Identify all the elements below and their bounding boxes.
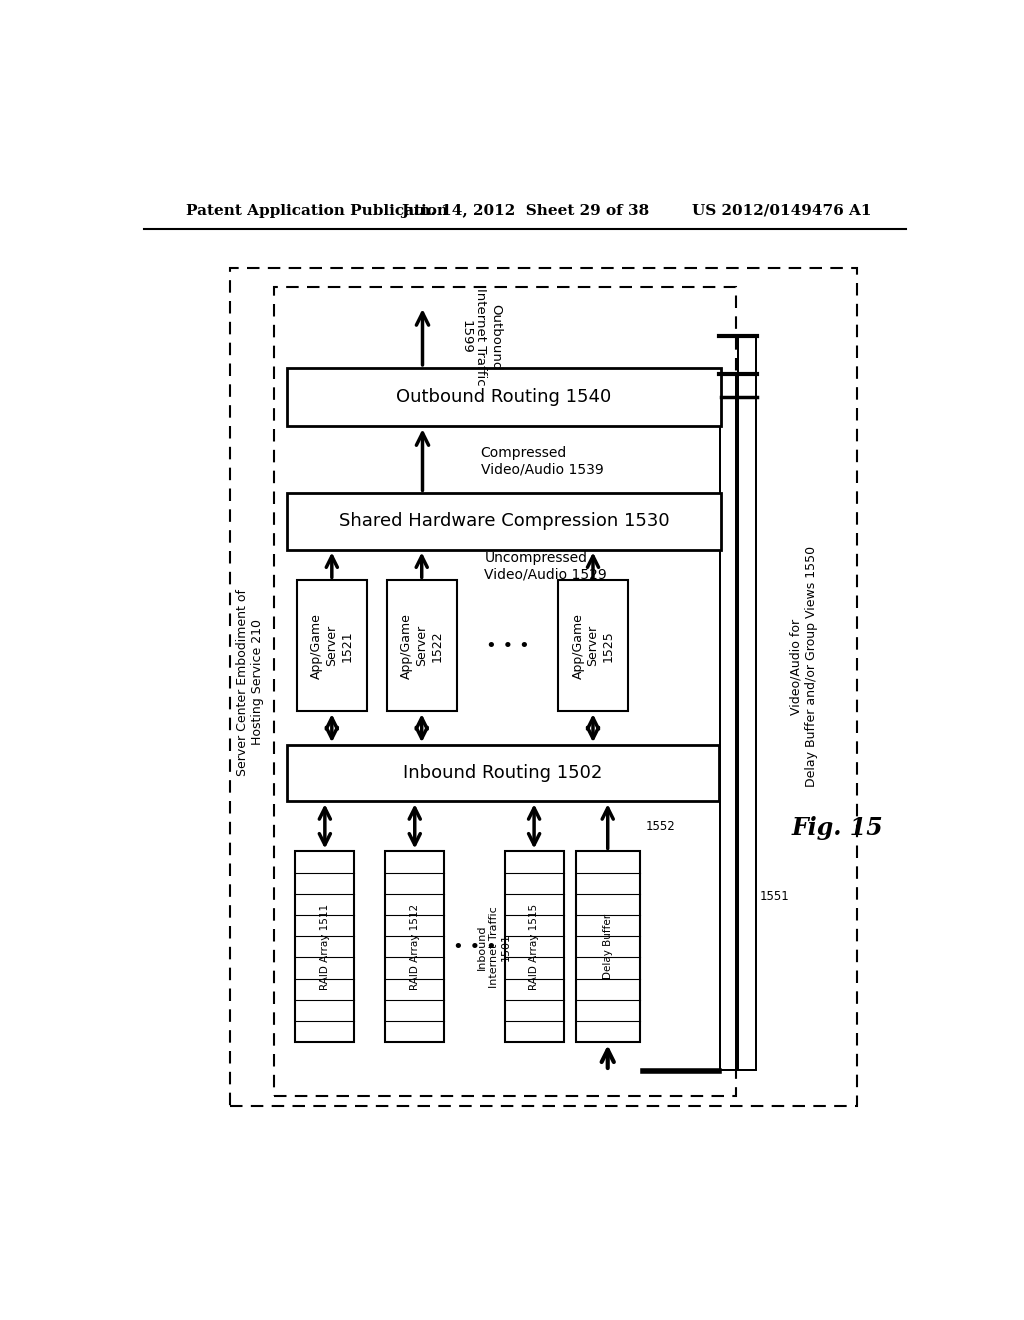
- Bar: [558, 581, 628, 711]
- Bar: [295, 851, 354, 1043]
- Text: Outbound
Internet Traffic
1599: Outbound Internet Traffic 1599: [459, 288, 502, 385]
- Text: Compressed
Video/Audio 1539: Compressed Video/Audio 1539: [480, 446, 603, 477]
- Bar: [719, 374, 737, 1071]
- Bar: [287, 494, 721, 549]
- Bar: [273, 286, 736, 1096]
- Text: US 2012/0149476 A1: US 2012/0149476 A1: [692, 203, 872, 218]
- Text: Delay Buffer: Delay Buffer: [603, 915, 612, 979]
- Bar: [387, 581, 457, 711]
- Bar: [230, 268, 856, 1106]
- Text: Shared Hardware Compression 1530: Shared Hardware Compression 1530: [339, 512, 670, 531]
- Text: RAID Array 1511: RAID Array 1511: [319, 904, 330, 990]
- Bar: [297, 581, 367, 711]
- Text: RAID Array 1512: RAID Array 1512: [410, 904, 420, 990]
- Text: Server Center Embodiment of
Hosting Service 210: Server Center Embodiment of Hosting Serv…: [237, 589, 264, 776]
- Bar: [385, 851, 444, 1043]
- Text: RAID Array 1515: RAID Array 1515: [529, 904, 539, 990]
- Text: App/Game
Server
1521: App/Game Server 1521: [310, 612, 353, 678]
- Text: App/Game
Server
1522: App/Game Server 1522: [400, 612, 443, 678]
- Text: Fig. 15: Fig. 15: [792, 816, 883, 841]
- Bar: [575, 851, 640, 1043]
- Bar: [505, 851, 563, 1043]
- Text: 1552: 1552: [646, 820, 676, 833]
- Bar: [737, 335, 758, 1071]
- Text: Inbound Routing 1502: Inbound Routing 1502: [403, 764, 602, 783]
- Text: Inbound
Internet Traffic
1501: Inbound Internet Traffic 1501: [477, 906, 510, 987]
- Bar: [721, 376, 735, 1069]
- Bar: [287, 744, 719, 801]
- Text: Outbound Routing 1540: Outbound Routing 1540: [396, 388, 611, 407]
- Text: 1551: 1551: [760, 890, 790, 903]
- Bar: [287, 368, 721, 426]
- Text: • • •: • • •: [454, 939, 497, 956]
- Bar: [739, 338, 755, 1069]
- Text: • • •: • • •: [485, 636, 529, 655]
- Text: Uncompressed
Video/Audio 1529: Uncompressed Video/Audio 1529: [484, 552, 607, 582]
- Text: Jun. 14, 2012  Sheet 29 of 38: Jun. 14, 2012 Sheet 29 of 38: [400, 203, 649, 218]
- Text: App/Game
Server
1525: App/Game Server 1525: [571, 612, 614, 678]
- Text: Video/Audio for
Delay Buffer and/or Group Views 1550: Video/Audio for Delay Buffer and/or Grou…: [790, 546, 818, 787]
- Text: Patent Application Publication: Patent Application Publication: [186, 203, 449, 218]
